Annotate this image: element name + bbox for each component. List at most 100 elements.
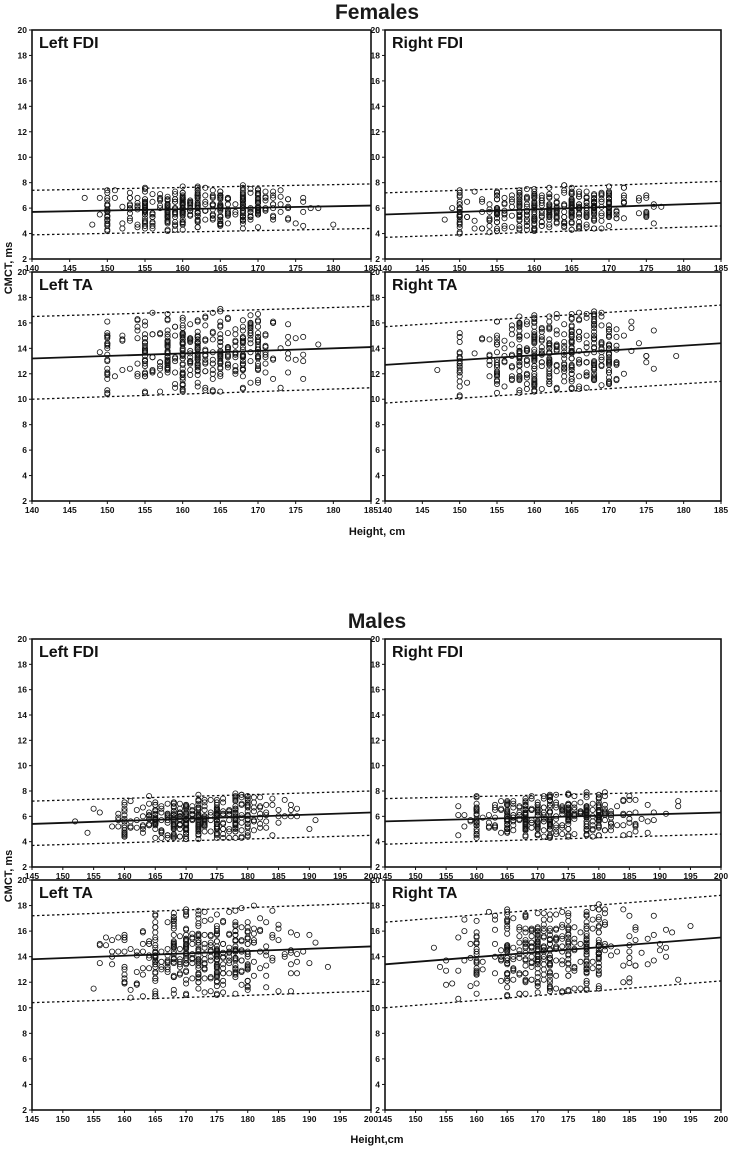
females-right-ta-point	[493, 332, 500, 339]
males-left-ta-point	[232, 962, 239, 969]
males-left-ta-point	[189, 975, 196, 982]
males-right-ta-point	[583, 923, 590, 930]
females-right-fdi-point	[613, 208, 620, 215]
males-right-fdi-point	[540, 818, 547, 825]
males-right-ta-point	[565, 910, 572, 917]
females-right-fdi-y-tick-label: 12	[371, 127, 381, 137]
males-left-ta-label: Left TA	[39, 885, 93, 902]
females-right-ta-point	[546, 318, 553, 325]
females-left-fdi-point	[247, 216, 254, 223]
females-right-ta-point	[456, 373, 463, 380]
females-left-fdi-point	[270, 188, 277, 195]
males-right-ta-point	[565, 934, 572, 941]
females-right-ta-point	[516, 336, 523, 343]
males-right-ta-point	[553, 926, 560, 933]
males-left-ta-point	[232, 954, 239, 961]
females-right-fdi-point	[508, 192, 515, 199]
males-right-ta-point	[553, 911, 560, 918]
females-left-ta-point	[217, 338, 224, 345]
males-left-ta-point	[250, 939, 257, 946]
females-right-fdi-x-tick-label: 170	[602, 263, 616, 273]
females-right-ta-y-tick-label: 18	[371, 292, 381, 302]
females-right-fdi-point	[471, 217, 478, 224]
females-right-fdi-point	[606, 198, 613, 205]
females-right-fdi-y-tick-label: 20	[371, 25, 381, 35]
females-left-ta-point	[224, 316, 231, 323]
males-left-ta-point	[152, 970, 159, 977]
females-left-fdi-y-tick-label: 10	[18, 152, 28, 162]
females-right-fdi-x-tick-label: 180	[677, 263, 691, 273]
females-left-ta-point	[149, 369, 156, 376]
females-left-fdi-point	[224, 212, 231, 219]
males-left-fdi-y-tick-label: 18	[18, 659, 28, 669]
males-right-fdi-point	[620, 832, 627, 839]
males-right-fdi-point	[491, 823, 498, 830]
males-right-fdi-point	[516, 815, 523, 822]
males-right-fdi-point	[571, 804, 578, 811]
males-right-fdi-point	[546, 823, 553, 830]
females-right-fdi-point	[583, 211, 590, 218]
males-right-ta-point	[473, 971, 480, 978]
males-right-fdi-point	[583, 791, 590, 798]
females-left-fdi-lower-limit-line	[32, 227, 371, 236]
females-right-ta-point	[606, 341, 613, 348]
males-left-fdi-point	[201, 803, 208, 810]
males-y-axis-label: CMCT, ms	[3, 850, 15, 903]
males-left-fdi-y-tick-label: 16	[18, 685, 28, 695]
males-left-ta-point	[263, 984, 270, 991]
females-left-ta-point	[149, 366, 156, 373]
males-left-ta-point	[195, 939, 202, 946]
males-right-ta-point	[571, 939, 578, 946]
males-left-ta-upper-limit-line	[32, 902, 371, 917]
females-right-ta-point	[493, 349, 500, 356]
females-right-ta-point	[591, 345, 598, 352]
males-left-ta-point	[213, 972, 220, 979]
females-right-fdi-point	[606, 222, 613, 229]
females-left-fdi-point	[262, 197, 269, 204]
females-left-ta-point	[315, 341, 322, 348]
males-right-ta-lower-limit-line	[385, 980, 721, 1009]
males-right-fdi-point	[510, 804, 517, 811]
males-right-ta-point	[528, 939, 535, 946]
females-right-ta-point	[434, 366, 441, 373]
males-left-fdi-point	[152, 807, 159, 814]
females-left-fdi-plot-area	[32, 182, 371, 236]
males-right-fdi-point	[553, 824, 560, 831]
males-right-fdi-point	[608, 810, 615, 817]
females-right-ta-upper-limit-line	[385, 304, 721, 328]
males-right-ta-point	[583, 961, 590, 968]
females-right-fdi-point	[635, 210, 642, 217]
females-right-fdi-point	[583, 199, 590, 206]
males-right-fdi-point	[583, 812, 590, 819]
males-right-ta-point	[632, 962, 639, 969]
males-right-fdi-point	[565, 800, 572, 807]
females-right-ta-point	[508, 322, 515, 329]
males-right-ta-point	[522, 990, 529, 997]
females-left-ta-frame	[31, 271, 372, 502]
males-right-fdi-point	[553, 822, 560, 829]
males-left-ta-y-tick-label: 6	[22, 1054, 27, 1064]
males-right-ta-point	[546, 961, 553, 968]
females-left-fdi-point	[209, 201, 216, 208]
females-left-ta-point	[224, 364, 231, 371]
females-right-ta-point	[568, 375, 575, 382]
males-left-ta-point	[207, 942, 214, 949]
females-left-fdi-y-tick-label: 12	[18, 127, 28, 137]
males-right-ta-frame	[384, 879, 722, 1111]
males-right-ta-point	[516, 926, 523, 933]
males-left-ta-point	[170, 974, 177, 981]
males-right-ta-point	[577, 929, 584, 936]
females-right-ta-point	[591, 308, 598, 315]
males-left-ta-point	[195, 933, 202, 940]
females-left-ta-label: Left TA	[39, 277, 93, 294]
males-right-fdi-y-tick-label: 6	[375, 811, 380, 821]
females-right-fdi-point	[561, 224, 568, 231]
females-left-fdi-point	[172, 211, 179, 218]
females-right-fdi-point	[643, 208, 650, 215]
females-right-fdi-frame	[384, 29, 722, 260]
females-left-ta-y-tick-label: 2	[22, 496, 27, 506]
males-right-fdi-point	[675, 798, 682, 805]
males-left-ta-point	[207, 988, 214, 995]
